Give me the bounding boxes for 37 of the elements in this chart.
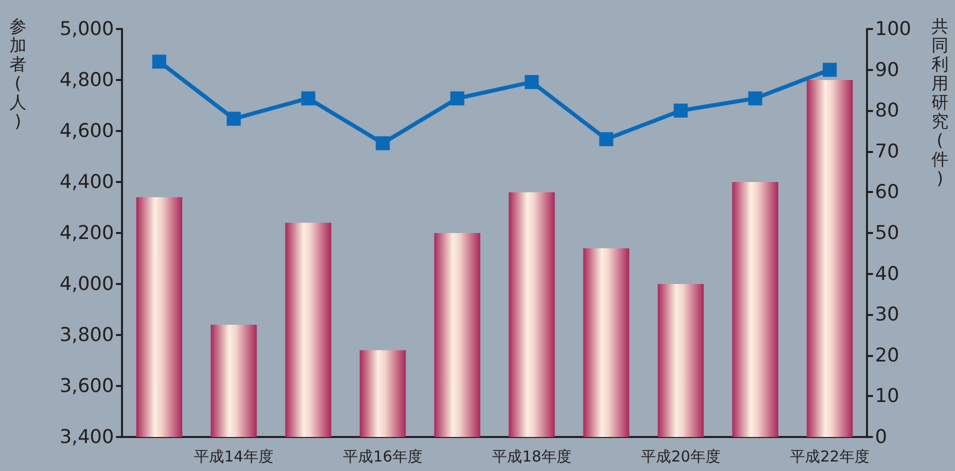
y2-tick-label: 70 <box>875 140 900 162</box>
y2-tick-label: 0 <box>875 426 888 448</box>
y2-tick-label: 20 <box>875 344 900 366</box>
y-tick-label: 5,000 <box>60 18 114 40</box>
y-tick-label: 3,800 <box>60 324 114 346</box>
point <box>599 132 614 146</box>
y-tick-label: 4,400 <box>60 171 114 193</box>
x-tick-label: 平成16年度 <box>343 448 422 466</box>
y-tick-label: 3,400 <box>60 426 114 448</box>
point <box>450 91 464 106</box>
point <box>822 62 837 77</box>
y2-tick-label: 40 <box>875 262 900 285</box>
point <box>152 54 166 69</box>
y-tick-label: 4,000 <box>60 273 114 295</box>
y-tick-label: 3,600 <box>60 375 114 397</box>
point <box>301 91 316 106</box>
y2-tick-label: 100 <box>875 18 912 40</box>
x-tick-label: 平成22年度 <box>790 448 870 466</box>
text: 共同利用研究(件) <box>932 17 948 189</box>
y2-tick-label: 10 <box>875 385 900 408</box>
y2-tick-label: 50 <box>875 222 900 244</box>
point <box>376 136 390 150</box>
y2-tick-label: 90 <box>875 58 900 81</box>
y-axis-title: 参加者(人) <box>8 17 28 132</box>
y-tick-label: 4,600 <box>60 120 114 142</box>
y-tick-label: 4,200 <box>60 222 114 244</box>
y2-tick-label: 60 <box>875 181 900 204</box>
y2-tick-label: 80 <box>875 100 900 122</box>
point <box>226 112 241 126</box>
point <box>524 75 539 90</box>
point <box>748 91 762 106</box>
y2-tick-label: 30 <box>875 304 900 326</box>
y-tick-label: 4,800 <box>60 69 114 91</box>
x-tick-label: 平成18年度 <box>492 448 572 466</box>
x-tick-label: 平成14年度 <box>194 448 274 466</box>
point <box>674 104 688 118</box>
x-tick-label: 平成20年度 <box>641 448 720 466</box>
